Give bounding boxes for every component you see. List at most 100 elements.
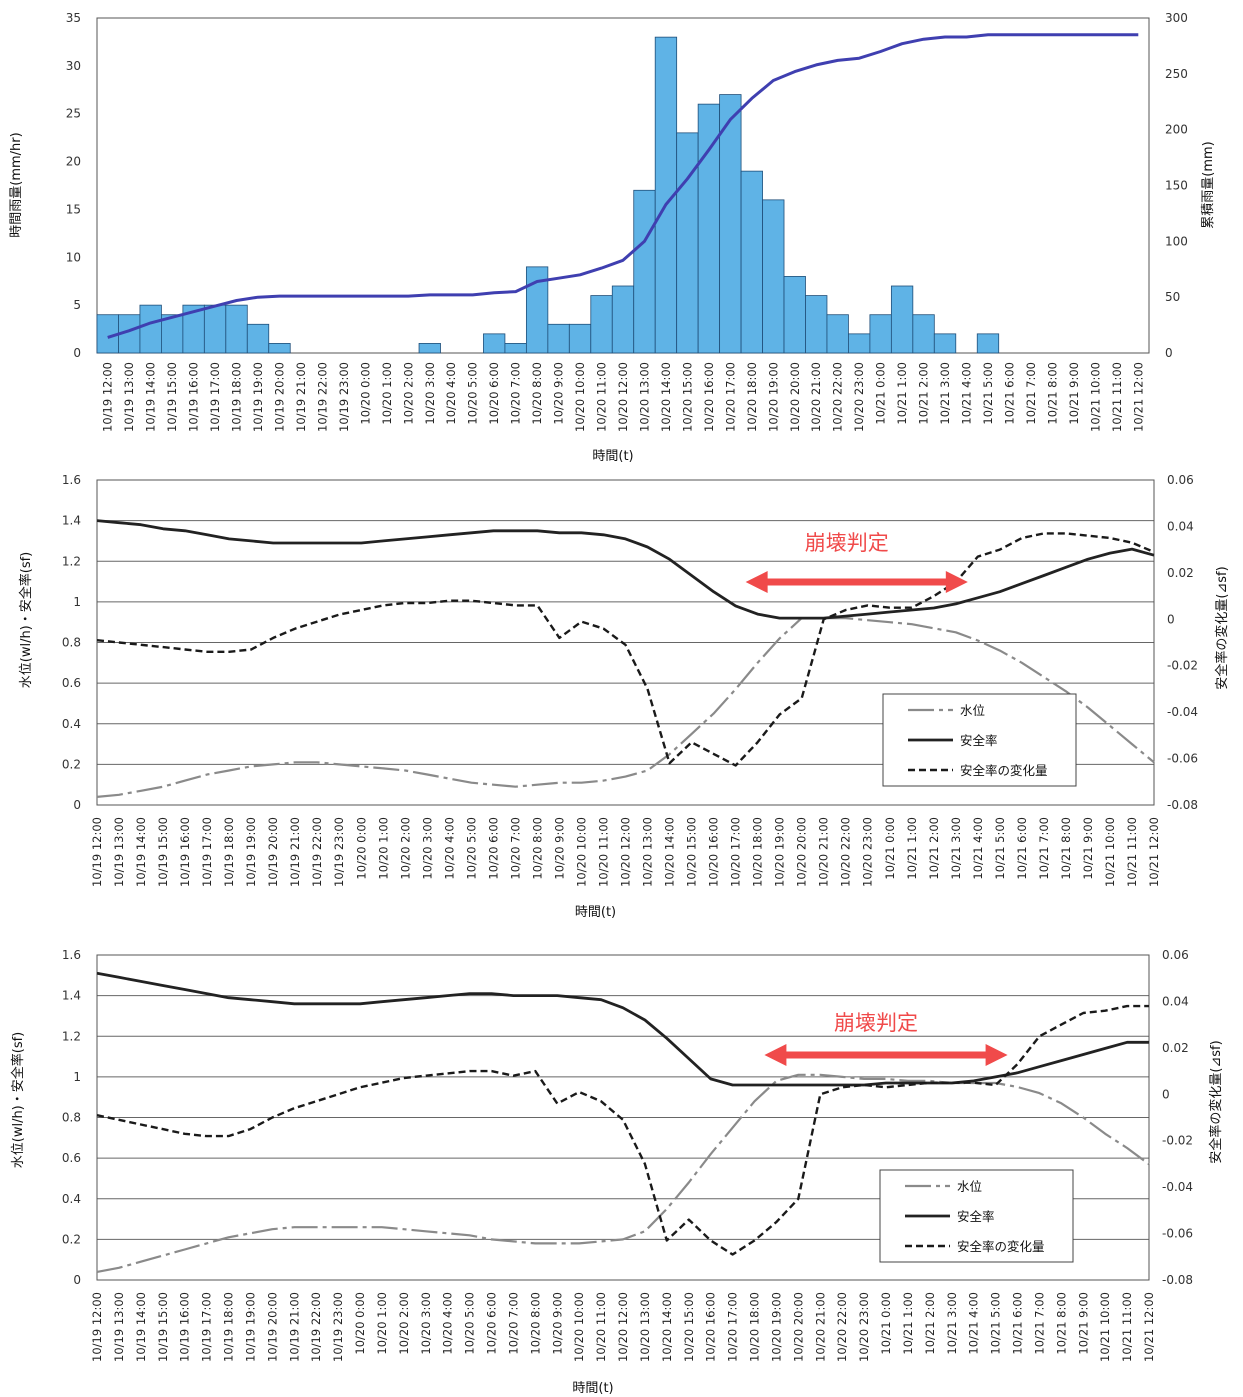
safety-factor-delta-line <box>96 532 1155 767</box>
x-tick-label: 10/21 12:00 <box>1147 817 1161 887</box>
x-tick-label: 10/21 0:00 <box>883 817 897 880</box>
x-tick-label: 10/20 12:00 <box>619 817 633 887</box>
x-tick-label: 10/19 13:00 <box>112 817 126 887</box>
x-tick-label: 10/20 21:00 <box>809 362 823 432</box>
x-tick-label: 10/20 2:00 <box>397 1292 411 1355</box>
safety-factor-line <box>96 519 1155 620</box>
x-tick-label: 10/19 21:00 <box>288 817 302 887</box>
rain-bar <box>848 333 871 354</box>
x-tick-label: 10/20 4:00 <box>444 362 458 425</box>
x-tick-label: 10/19 20:00 <box>272 362 286 432</box>
rain-bar <box>483 333 506 354</box>
collapse-annotation: 崩壊判定 <box>834 1011 918 1035</box>
x-tick-label: 10/19 17:00 <box>200 1292 214 1362</box>
x-tick-label: 10/20 6:00 <box>486 817 500 880</box>
x-tick-label: 10/21 11:00 <box>1110 362 1124 432</box>
x-tick-label: 10/20 10:00 <box>572 1292 586 1362</box>
water-level-line <box>96 616 1155 798</box>
x-tick-label: 10/21 5:00 <box>981 362 995 425</box>
x-tick-label: 10/19 14:00 <box>134 1292 148 1362</box>
safety-factor-chart-1: 0 0.2 0.4 0.6 0.8 1 1.2 1.4 1.6 -0.08 -0.06 -0.04 -0… <box>18 473 1230 920</box>
x-tick-label: 10/19 21:00 <box>287 1292 301 1362</box>
rain-bar <box>976 333 1000 354</box>
x-tick-label: 10/21 5:00 <box>993 817 1007 880</box>
y-tick-label: 15 <box>66 202 81 216</box>
x-tick-label: 10/21 7:00 <box>1024 362 1038 425</box>
plot-frame <box>96 479 1155 806</box>
x-tick-label: 10/21 4:00 <box>960 362 974 425</box>
y2-tick-label: 150 <box>1165 179 1188 193</box>
y2-tick-label: 0.04 <box>1162 994 1189 1008</box>
x-tick-label: 10/20 11:00 <box>596 817 610 887</box>
y2-tick-label: 100 <box>1165 234 1188 248</box>
y2-axis-title: 累積雨量(mm) <box>1201 141 1216 228</box>
rain-bar <box>590 295 613 354</box>
safety-factor-line <box>96 971 1149 1087</box>
x-tick-label: 10/21 2:00 <box>923 1292 937 1355</box>
x-tick-label: 10/19 20:00 <box>265 1292 279 1362</box>
x-tick-label: 10/19 12:00 <box>90 817 104 887</box>
rain-bar <box>783 276 806 354</box>
x-tick-label: 10/20 5:00 <box>464 817 478 880</box>
safety-factor-delta-line <box>96 1004 1149 1256</box>
x-tick-label: 10/20 20:00 <box>791 1292 805 1362</box>
x-tick-label: 10/20 18:00 <box>745 362 759 432</box>
y2-tick-label: 50 <box>1165 290 1180 304</box>
collapse-arrow-head-left <box>764 1044 787 1066</box>
rain-bar <box>139 304 162 354</box>
rain-bar <box>805 295 828 354</box>
x-tick-label: 10/21 0:00 <box>879 1292 893 1355</box>
rain-bar <box>826 314 849 354</box>
rain-bar <box>869 314 892 354</box>
x-tick-label: 10/20 14:00 <box>660 1292 674 1362</box>
x-tick-label: 10/19 23:00 <box>331 1292 345 1362</box>
y2-tick-label: -0.02 <box>1167 659 1198 673</box>
y2-tick-label: -0.08 <box>1162 1273 1193 1287</box>
x-tick-label: 10/19 19:00 <box>243 1292 257 1362</box>
x-tick-label: 10/19 13:00 <box>112 1292 126 1362</box>
x-tick-label: 10/20 7:00 <box>508 817 522 880</box>
x-tick-label: 10/19 12:00 <box>90 1292 104 1362</box>
rain-bar <box>547 323 570 354</box>
x-tick-label: 10/20 4:00 <box>441 1292 455 1355</box>
rain-bar <box>676 132 699 354</box>
x-tick-label: 10/20 17:00 <box>729 817 743 887</box>
x-tick-label: 10/21 10:00 <box>1088 362 1102 432</box>
x-tick-label: 10/20 16:00 <box>702 362 716 432</box>
x-tick-label: 10/20 2:00 <box>401 362 415 425</box>
x-tick-label: 10/19 16:00 <box>187 362 201 432</box>
x-tick-label: 10/20 5:00 <box>466 362 480 425</box>
rain-bar <box>890 285 914 354</box>
x-tick-label: 10/20 7:00 <box>509 362 523 425</box>
rain-bar <box>762 199 785 354</box>
x-tick-label: 10/20 0:00 <box>354 817 368 880</box>
x-tick-label: 10/21 2:00 <box>917 362 931 425</box>
collapse-annotation: 崩壊判定 <box>805 531 889 555</box>
x-tick-label: 10/19 18:00 <box>222 1292 236 1362</box>
y2-tick-label: 250 <box>1165 67 1188 81</box>
y2-tick-label: 0 <box>1162 1087 1170 1101</box>
x-tick-label: 10/20 3:00 <box>423 362 437 425</box>
x-tick-label: 10/20 8:00 <box>530 817 544 880</box>
x-tick-label: 10/21 9:00 <box>1081 817 1095 880</box>
y-tick-label: 0 <box>73 1273 81 1287</box>
y2-tick-label: -0.02 <box>1162 1134 1193 1148</box>
x-tick-label: 10/19 21:00 <box>294 362 308 432</box>
x-tick-label: 10/19 17:00 <box>200 817 214 887</box>
collapse-arrow-head-right <box>945 571 968 593</box>
x-tick-label: 10/20 17:00 <box>726 1292 740 1362</box>
y2-tick-label: 300 <box>1165 11 1188 25</box>
x-tick-label: 10/19 13:00 <box>122 362 136 432</box>
x-tick-label: 10/20 18:00 <box>751 817 765 887</box>
y-tick-label: 0.8 <box>62 1111 81 1125</box>
x-tick-label: 10/20 13:00 <box>638 1292 652 1362</box>
legend-label: 安全率 <box>957 1209 995 1224</box>
x-tick-label: 10/20 16:00 <box>704 1292 718 1362</box>
x-tick-label: 10/20 23:00 <box>861 817 875 887</box>
x-tick-label: 10/19 18:00 <box>222 817 236 887</box>
x-tick-label: 10/20 1:00 <box>375 1292 389 1355</box>
rainfall-chart: 0 5 10 15 20 25 30 35 0 50 100 150 200 250 300 10/19 12… <box>9 11 1216 464</box>
y-tick-label: 5 <box>73 298 81 312</box>
y-axis-title: 水位(wl/h)・安全率(sf) <box>10 1032 26 1169</box>
y2-tick-label: 0.02 <box>1167 566 1194 580</box>
